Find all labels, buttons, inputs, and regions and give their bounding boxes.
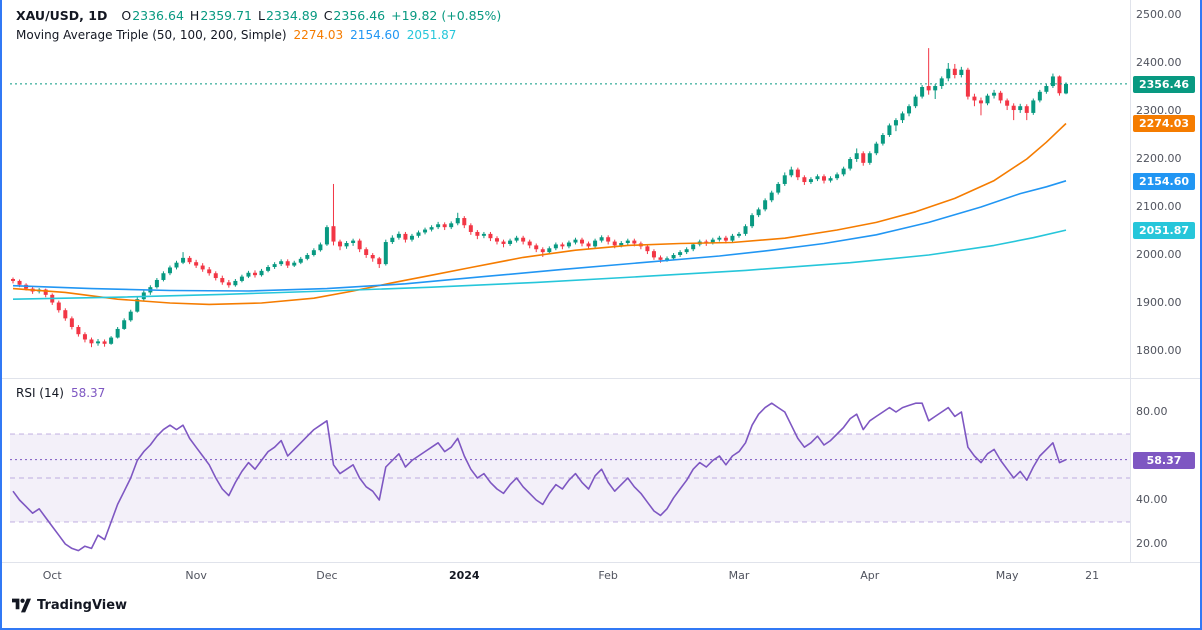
tradingview-attribution[interactable]: TradingView [12, 597, 127, 613]
price-tick-2500.00: 2500.00 [1136, 8, 1182, 21]
rsi-line [12, 402, 1067, 552]
ma100-price-badge: 2154.60 [1133, 172, 1195, 190]
symbol-legend-row: XAU/USD, 1D O2336.64 H2359.71 L2334.89 C2356… [16, 6, 501, 25]
ohlc-high-key: H [189, 8, 200, 23]
time-label-Oct: Oct [42, 569, 62, 582]
price-tick-2400.00: 2400.00 [1136, 56, 1182, 69]
ma200-line [12, 229, 1067, 300]
ma50-value: 2274.03 [293, 28, 344, 42]
ohlc-low-key: L [258, 8, 265, 23]
price-tick-2000.00: 2000.00 [1136, 248, 1182, 261]
time-label-Nov: Nov [185, 569, 207, 582]
rsi-value-badge: 58.37 [1133, 451, 1195, 469]
ma-indicator-label[interactable]: Moving Average Triple (50, 100, 200, Sim… [16, 28, 287, 42]
last-price-badge: 2356.46 [1133, 75, 1195, 93]
time-label-May: May [995, 569, 1019, 582]
price-tick-2100.00: 2100.00 [1136, 200, 1182, 213]
ma100-value: 2154.60 [350, 28, 400, 42]
ohlc-open-value: 2336.64 [132, 8, 184, 23]
ma-legend-row: Moving Average Triple (50, 100, 200, Sim… [16, 25, 501, 44]
time-label-Mar: Mar [728, 569, 750, 582]
time-label-Apr: Apr [860, 569, 880, 582]
time-label-2024: 2024 [448, 569, 480, 582]
price-tick-1900.00: 1900.00 [1136, 296, 1182, 309]
ma50-line [12, 122, 1067, 306]
time-label-Feb: Feb [598, 569, 618, 582]
ohlc-close-key: C [323, 8, 333, 23]
rsi-tick-20.00: 20.00 [1136, 537, 1168, 550]
symbol-title[interactable]: XAU/USD, 1D [16, 8, 108, 23]
ohlc-high-value: 2359.71 [200, 8, 253, 23]
change-value: +19.82 (+0.85%) [391, 8, 502, 23]
price-tick-2200.00: 2200.00 [1136, 152, 1182, 165]
time-label-Dec: Dec [316, 569, 338, 582]
rsi-legend: RSI (14) 58.37 [16, 384, 105, 402]
rsi-tick-80.00: 80.00 [1136, 405, 1168, 418]
rsi-tick-40.00: 40.00 [1136, 493, 1168, 506]
ma200-price-badge: 2051.87 [1133, 222, 1195, 240]
time-axis[interactable] [2, 563, 1130, 593]
price-tick-1800.00: 1800.00 [1136, 344, 1182, 357]
time-label-21: 21 [1085, 569, 1100, 582]
legend: XAU/USD, 1D O2336.64 H2359.71 L2334.89 C2356… [16, 6, 501, 44]
ma100-line [12, 180, 1067, 292]
ma200-value: 2051.87 [406, 28, 457, 42]
tradingview-brand-text: TradingView [37, 597, 128, 613]
rsi-current-value: 58.37 [70, 386, 106, 400]
ohlc-open-key: O [121, 8, 132, 23]
price-tick-2300.00: 2300.00 [1136, 104, 1182, 117]
ma50-price-badge: 2274.03 [1133, 115, 1195, 133]
ohlc-low-value: 2334.89 [265, 8, 318, 23]
rsi-indicator-label[interactable]: RSI (14) [16, 386, 64, 400]
tradingview-logo-icon [12, 598, 31, 613]
ohlc-close-value: 2356.46 [333, 8, 386, 23]
